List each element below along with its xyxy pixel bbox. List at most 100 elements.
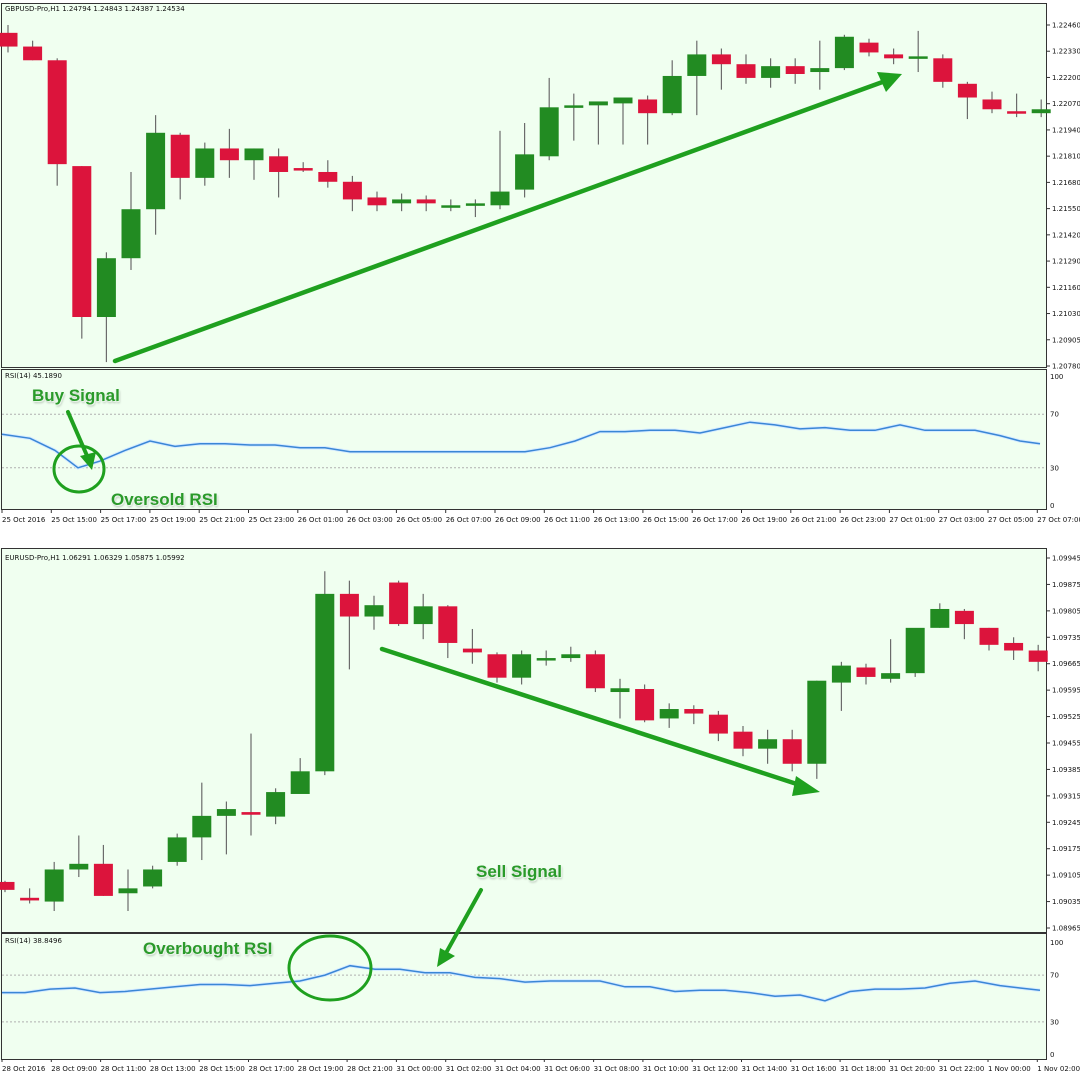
svg-text:26 Oct 01:00: 26 Oct 01:00 — [298, 516, 344, 524]
gbpusd-chart-canvas[interactable]: GBPUSD-Pro,H1 1.24794 1.24843 1.24387 1.… — [0, 0, 1080, 545]
svg-text:1.20780: 1.20780 — [1052, 363, 1080, 371]
svg-text:27 Oct 03:00: 27 Oct 03:00 — [939, 516, 985, 524]
price-axis: 1.09945 1.09875 1.09805 1.09735 1.09665 1.095… — [1046, 555, 1080, 933]
svg-text:1.21030: 1.21030 — [1052, 310, 1080, 318]
candle — [170, 134, 190, 178]
oversold-rsi-label: Oversold RSI — [111, 490, 218, 509]
candle — [761, 66, 781, 78]
candle — [266, 792, 286, 817]
candle — [465, 203, 485, 206]
svg-text:31 Oct 18:00: 31 Oct 18:00 — [840, 1065, 886, 1073]
candle — [954, 610, 974, 625]
rsi-indicator: 100 70 30 0 — [2, 939, 1063, 1059]
candle — [684, 709, 704, 714]
svg-text:26 Oct 19:00: 26 Oct 19:00 — [742, 516, 788, 524]
svg-text:27 Oct 01:00: 27 Oct 01:00 — [889, 516, 935, 524]
sell-signal-label: Sell Signal — [476, 862, 562, 881]
svg-text:1.21290: 1.21290 — [1052, 258, 1080, 266]
svg-text:25 Oct 19:00: 25 Oct 19:00 — [150, 516, 196, 524]
svg-text:25 Oct 23:00: 25 Oct 23:00 — [249, 516, 295, 524]
svg-text:31 Oct 02:00: 31 Oct 02:00 — [446, 1065, 492, 1073]
svg-text:1.09105: 1.09105 — [1052, 872, 1080, 880]
svg-text:26 Oct 05:00: 26 Oct 05:00 — [396, 516, 442, 524]
rsi-indicator: 100 70 30 0 — [1, 373, 1063, 510]
candle — [1031, 109, 1051, 114]
candles-group — [0, 571, 1048, 912]
uptrend-arrow-icon — [112, 72, 902, 364]
candle — [859, 42, 879, 53]
candle — [1007, 111, 1027, 114]
candle — [588, 101, 608, 106]
eurusd-chart-window[interactable]: EURUSD-Pro,H1 1.06291 1.06329 1.05875 1.… — [0, 545, 1080, 1080]
svg-text:31 Oct 10:00: 31 Oct 10:00 — [643, 1065, 689, 1073]
overbought-rsi-label: Overbought RSI — [143, 939, 273, 958]
gbpusd-chart-window[interactable]: GBPUSD-Pro,H1 1.24794 1.24843 1.24387 1.… — [0, 0, 1080, 545]
rsi-pane-frame — [1, 369, 1047, 510]
candle — [957, 83, 977, 98]
svg-text:31 Oct 16:00: 31 Oct 16:00 — [791, 1065, 837, 1073]
svg-text:28 Oct 15:00: 28 Oct 15:00 — [199, 1065, 245, 1073]
candle — [244, 148, 264, 161]
svg-text:26 Oct 21:00: 26 Oct 21:00 — [791, 516, 837, 524]
candle — [807, 680, 827, 764]
candle — [96, 258, 116, 318]
candle — [564, 105, 584, 108]
candle — [982, 99, 1002, 110]
candle — [389, 582, 409, 625]
candle — [0, 881, 15, 890]
svg-text:26 Oct 23:00: 26 Oct 23:00 — [840, 516, 886, 524]
svg-text:1.09385: 1.09385 — [1052, 766, 1080, 774]
svg-text:1.21160: 1.21160 — [1052, 284, 1080, 292]
candle — [708, 714, 728, 734]
buy-signal-label: Buy Signal — [32, 386, 120, 405]
candle — [315, 593, 335, 772]
candle — [72, 166, 92, 318]
candle — [118, 888, 138, 894]
downtrend-arrow-icon — [379, 646, 820, 796]
candle — [979, 627, 999, 645]
candle — [613, 97, 633, 104]
svg-text:31 Oct 06:00: 31 Oct 06:00 — [544, 1065, 590, 1073]
svg-text:70: 70 — [1050, 972, 1059, 980]
svg-text:26 Oct 09:00: 26 Oct 09:00 — [495, 516, 541, 524]
candle — [711, 54, 731, 65]
candle — [785, 66, 805, 74]
candle — [44, 869, 64, 902]
symbol-header: GBPUSD-Pro,H1 1.24794 1.24843 1.24387 1.… — [5, 5, 185, 13]
svg-text:1.09875: 1.09875 — [1052, 581, 1080, 589]
svg-text:1.20905: 1.20905 — [1052, 336, 1080, 344]
candle — [413, 606, 433, 625]
svg-text:31 Oct 20:00: 31 Oct 20:00 — [889, 1065, 935, 1073]
candle — [219, 148, 239, 161]
candle — [687, 54, 707, 76]
eurusd-chart-canvas[interactable]: EURUSD-Pro,H1 1.06291 1.06329 1.05875 1.… — [0, 545, 1080, 1080]
candle — [908, 56, 928, 59]
price-pane-frame — [1, 548, 1047, 933]
overbought-circle-icon — [287, 934, 373, 1002]
svg-text:1.21420: 1.21420 — [1052, 231, 1080, 239]
candle — [733, 731, 753, 749]
svg-text:1.22200: 1.22200 — [1052, 74, 1080, 82]
candle — [539, 107, 559, 157]
svg-text:1.22070: 1.22070 — [1052, 100, 1080, 108]
svg-text:1.09455: 1.09455 — [1052, 740, 1080, 748]
svg-text:1.21550: 1.21550 — [1052, 205, 1080, 213]
candle — [392, 199, 412, 204]
svg-text:1.08965: 1.08965 — [1052, 925, 1080, 933]
rsi-line — [2, 964, 1041, 1002]
candle — [490, 191, 510, 206]
candle — [69, 863, 89, 870]
candle — [0, 32, 18, 47]
svg-text:1.09035: 1.09035 — [1052, 898, 1080, 906]
candle — [192, 815, 212, 838]
candle — [834, 36, 854, 69]
symbol-header: EURUSD-Pro,H1 1.06291 1.06329 1.05875 1.… — [5, 554, 185, 562]
candle — [515, 154, 535, 190]
svg-text:28 Oct 21:00: 28 Oct 21:00 — [347, 1065, 393, 1073]
svg-text:31 Oct 04:00: 31 Oct 04:00 — [495, 1065, 541, 1073]
svg-text:70: 70 — [1050, 411, 1059, 419]
candle — [831, 665, 851, 683]
svg-text:30: 30 — [1050, 1018, 1059, 1026]
svg-text:27 Oct 05:00: 27 Oct 05:00 — [988, 516, 1034, 524]
svg-text:1.21810: 1.21810 — [1052, 153, 1080, 161]
